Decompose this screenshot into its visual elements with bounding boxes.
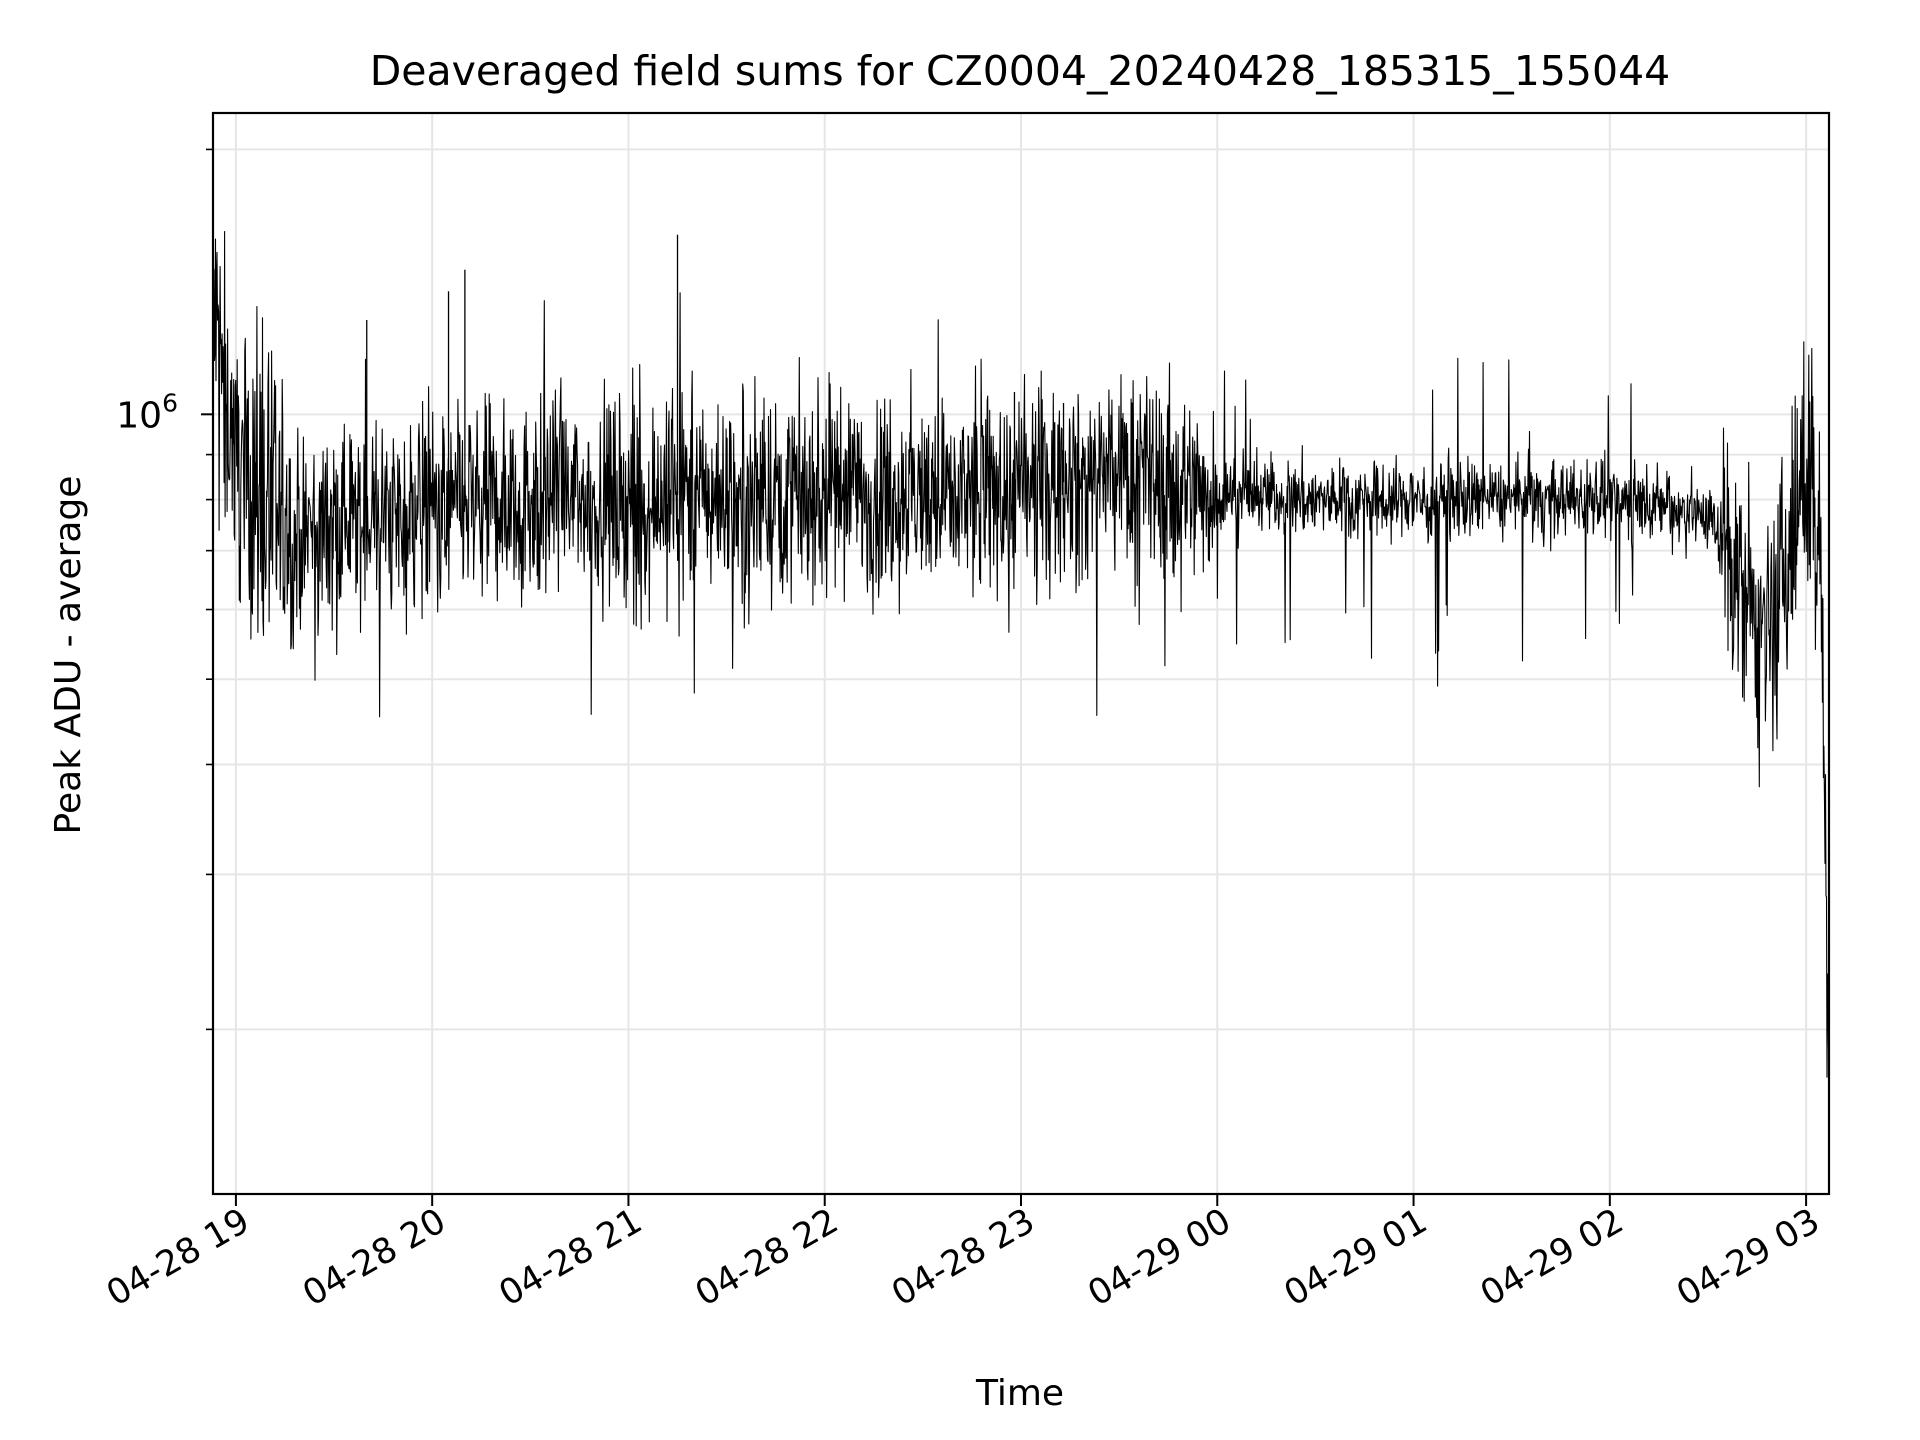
x-axis-label: Time	[975, 1373, 1064, 1414]
x-tick-label: 04-29 01	[1278, 1201, 1434, 1314]
x-tick-label: 04-28 20	[296, 1201, 452, 1314]
x-axis: 04-28 19 04-28 20 04-28 21 04-28 22 04-28 23…	[100, 1194, 1827, 1314]
x-tick-label: 04-28 21	[493, 1201, 649, 1314]
series-line	[212, 230, 1830, 1078]
x-tick-label: 04-28 19	[100, 1201, 256, 1314]
x-tick-label: 04-29 03	[1670, 1201, 1826, 1314]
chart-title: Deaveraged field sums for CZ0004_2024042…	[370, 47, 1671, 95]
y-axis: 106	[116, 148, 213, 1031]
y-tick-label: 106	[116, 388, 178, 436]
gridlines	[213, 113, 1829, 1194]
y-tick-exponent: 6	[162, 388, 178, 417]
y-axis-label: Peak ADU - average	[48, 476, 89, 835]
x-tick-label: 04-29 02	[1474, 1201, 1630, 1314]
x-tick-label: 04-28 22	[689, 1201, 845, 1314]
series-layer	[212, 230, 1830, 1078]
x-tick-label: 04-29 00	[1081, 1201, 1237, 1314]
x-tick-label: 04-28 23	[885, 1201, 1041, 1314]
